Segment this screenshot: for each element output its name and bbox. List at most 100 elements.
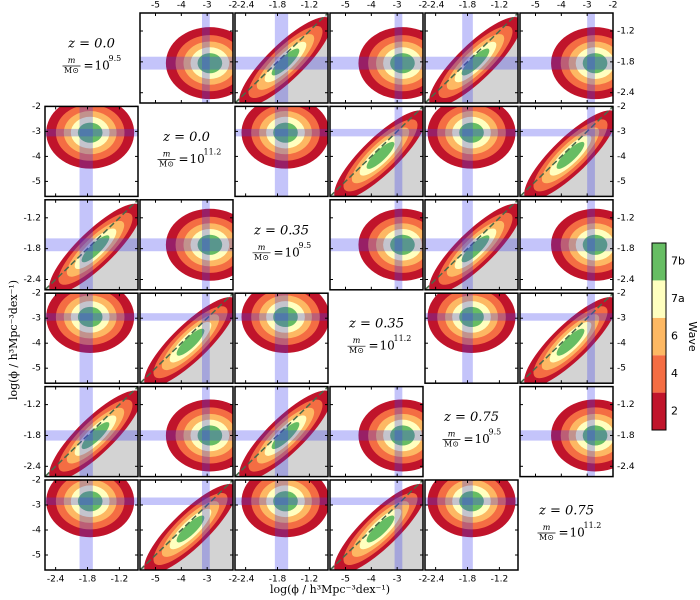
density-contour	[461, 235, 490, 263]
reference-band	[235, 430, 328, 441]
identity-line	[140, 293, 233, 384]
panel-frame	[44, 199, 139, 291]
reference-band	[235, 497, 328, 505]
x-tick-label: -1.2	[111, 575, 129, 585]
mass-num: m	[448, 430, 456, 439]
panel-frame	[519, 292, 614, 384]
x-axis-label: log(ϕ / h³Mpc⁻³dex⁻¹)	[270, 583, 390, 596]
reference-band	[587, 199, 595, 290]
panel-frame	[139, 199, 234, 291]
reference-band	[202, 480, 210, 570]
x-tick-label: -2	[419, 1, 428, 11]
x-tick-label: -3	[393, 575, 402, 585]
reference-band	[79, 293, 93, 384]
x-tick-label: -5	[151, 1, 160, 11]
y-tick-label: -3	[32, 501, 41, 511]
panel-frame	[234, 479, 329, 571]
colorbar-segment	[652, 243, 666, 281]
y-tick-label: -2.4	[617, 462, 635, 472]
panel-frame	[329, 199, 424, 291]
redshift: z = 0.75	[443, 410, 499, 425]
density-contour	[582, 234, 608, 255]
reference-band	[330, 238, 423, 252]
panel	[425, 293, 518, 384]
reference-band	[462, 199, 473, 290]
mass-base: 10	[475, 432, 490, 446]
reference-band	[330, 128, 423, 137]
reference-band	[235, 313, 328, 321]
x-tick-label: -3	[393, 1, 402, 11]
x-tick-label: -4	[177, 575, 186, 585]
density-contour	[81, 422, 110, 450]
equals: =	[369, 339, 379, 353]
reference-band	[330, 430, 423, 441]
panel-frame	[139, 12, 234, 104]
density-contour	[176, 515, 205, 543]
identity-line	[425, 13, 518, 103]
y-tick-label: -1.8	[617, 431, 635, 441]
panel	[235, 480, 328, 570]
x-tick-label: -4	[557, 1, 566, 11]
colorbar-segment	[652, 392, 666, 430]
panel	[235, 386, 328, 477]
colorbar-label: 7b	[671, 255, 685, 268]
density-contour	[271, 48, 300, 76]
equals: =	[84, 59, 94, 73]
diagonal-label: z = 0.0 mM⊙ = 109.5	[62, 37, 121, 75]
reference-band	[394, 199, 403, 290]
y-tick-label: -1.8	[23, 431, 41, 441]
mass-den: M⊙	[444, 440, 459, 449]
y-tick-label: -3	[32, 314, 41, 324]
density-contour	[390, 53, 415, 74]
panel	[140, 13, 233, 103]
reference-band	[587, 13, 595, 103]
identity-line	[45, 199, 138, 290]
panel-frame	[424, 105, 519, 198]
colorbar-label: 6	[671, 330, 678, 343]
panel-frame	[519, 12, 614, 104]
density-contour	[77, 491, 103, 512]
diagonal-label: z = 0.75 mM⊙ = 109.5	[442, 410, 501, 449]
reference-band	[274, 293, 289, 384]
panel-frame	[424, 479, 519, 571]
reference-band	[425, 128, 518, 137]
reference-band	[520, 430, 613, 441]
panel-frame	[329, 12, 424, 104]
identity-line	[45, 386, 138, 477]
reference-band	[202, 199, 210, 290]
x-tick-label: -5	[341, 575, 350, 585]
density-contour	[197, 425, 223, 446]
y-tick-label: -1.2	[617, 27, 635, 37]
colorbar-label: 2	[671, 404, 678, 417]
mass-exponent: 11.2	[394, 334, 412, 343]
excluded-region	[520, 106, 613, 197]
y-tick-label: -1.2	[617, 400, 635, 410]
x-tick-label: -3	[583, 1, 592, 11]
y-tick-label: -5	[617, 177, 626, 187]
colorbar-label: 7a	[671, 292, 685, 305]
reference-band	[140, 430, 233, 441]
density-contour	[273, 491, 298, 512]
identity-line	[330, 106, 423, 197]
reference-band	[202, 293, 210, 384]
panel	[330, 199, 423, 290]
reference-band	[425, 313, 518, 321]
reference-band	[140, 238, 233, 252]
panel-frame	[329, 105, 424, 198]
identity-line	[235, 13, 328, 103]
density-contour	[556, 328, 585, 356]
panel	[425, 480, 518, 570]
panel	[520, 386, 613, 477]
density-contour	[273, 122, 298, 143]
mass-exponent: 11.2	[584, 521, 602, 530]
reference-band	[425, 497, 518, 505]
y-tick-label: -2	[32, 102, 41, 112]
x-tick-label: -5	[151, 575, 160, 585]
panel	[45, 199, 138, 290]
identity-line	[520, 106, 613, 197]
density-contour	[459, 491, 484, 512]
reference-band	[274, 480, 289, 570]
